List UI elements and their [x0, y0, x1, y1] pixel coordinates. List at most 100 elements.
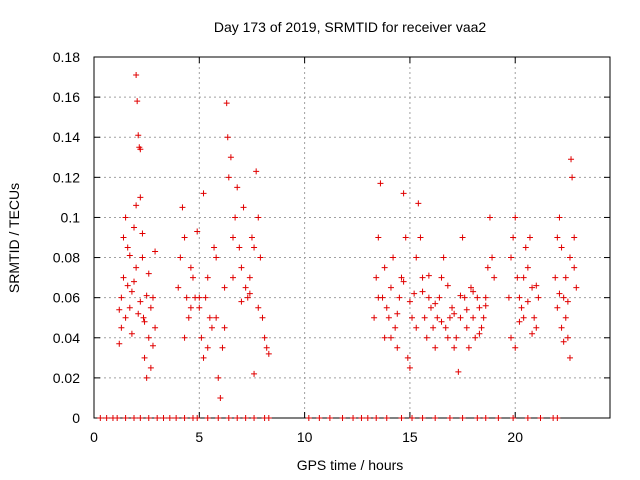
data-point — [133, 202, 140, 209]
data-point — [461, 294, 468, 301]
data-point — [400, 278, 407, 285]
data-point — [179, 204, 186, 211]
data-point — [516, 294, 523, 301]
data-point — [137, 298, 144, 305]
data-point — [177, 254, 184, 261]
data-point — [495, 415, 502, 421]
data-point — [438, 274, 445, 281]
data-point — [139, 254, 146, 261]
data-point — [173, 415, 180, 421]
data-point — [423, 334, 430, 341]
y-tick-label: 0.12 — [53, 169, 80, 185]
data-point — [120, 274, 127, 281]
data-point — [434, 314, 441, 321]
data-point — [529, 284, 536, 291]
data-point — [206, 314, 213, 321]
data-point — [147, 364, 154, 371]
data-point — [482, 294, 489, 301]
data-point — [242, 284, 249, 291]
data-point — [413, 324, 420, 331]
data-point — [225, 174, 232, 181]
data-point — [562, 274, 569, 281]
data-point — [181, 415, 188, 421]
data-point — [514, 274, 521, 281]
data-point — [364, 415, 371, 421]
data-point — [413, 254, 420, 261]
data-point — [459, 234, 466, 241]
data-point — [166, 415, 173, 421]
data-point — [116, 306, 123, 313]
data-point — [465, 344, 472, 351]
data-point — [564, 298, 571, 305]
data-point — [453, 334, 460, 341]
data-point — [556, 290, 563, 297]
data-point — [406, 298, 413, 305]
data-point — [152, 248, 159, 255]
y-tick-label: 0.18 — [53, 49, 80, 65]
data-point — [427, 304, 434, 311]
data-point — [259, 314, 266, 321]
data-point — [238, 298, 245, 305]
data-point — [215, 415, 222, 421]
data-point — [417, 234, 424, 241]
data-point — [238, 264, 245, 271]
data-point — [251, 415, 258, 421]
data-point — [524, 298, 531, 305]
data-point — [224, 134, 231, 141]
data-point — [520, 314, 527, 321]
y-tick-label: 0.14 — [53, 129, 80, 145]
data-point — [230, 234, 237, 241]
data-point — [480, 314, 487, 321]
data-point — [143, 374, 150, 381]
data-point — [118, 294, 125, 301]
data-point — [135, 132, 142, 139]
chart-title: Day 173 of 2019, SRMTID for receiver vaa… — [214, 19, 487, 35]
y-tick-label: 0.04 — [53, 330, 80, 346]
data-point — [554, 415, 561, 421]
data-point — [118, 324, 125, 331]
data-point — [404, 354, 411, 361]
data-point — [387, 334, 394, 341]
data-point — [381, 264, 388, 271]
data-point — [470, 314, 477, 321]
data-point — [482, 302, 489, 309]
data-point — [137, 194, 144, 201]
data-point — [531, 314, 538, 321]
data-point — [419, 415, 426, 421]
data-point — [124, 282, 131, 289]
data-point — [440, 254, 447, 261]
data-point — [97, 415, 104, 421]
data-point — [137, 415, 144, 421]
data-point — [457, 314, 464, 321]
data-point — [181, 234, 188, 241]
data-point — [248, 234, 255, 241]
data-point — [185, 314, 192, 321]
data-point — [400, 190, 407, 197]
data-point — [141, 354, 148, 361]
data-point — [554, 304, 561, 311]
data-point — [204, 344, 211, 351]
data-point — [569, 174, 576, 181]
data-point — [552, 274, 559, 281]
data-point — [196, 304, 203, 311]
data-point — [339, 415, 346, 421]
data-point — [524, 264, 531, 271]
data-point — [425, 272, 432, 279]
data-point — [375, 234, 382, 241]
data-point — [265, 350, 272, 357]
x-tick-label: 20 — [507, 429, 523, 445]
data-point — [175, 284, 182, 291]
data-point — [409, 415, 416, 421]
data-point — [141, 318, 148, 325]
data-point — [122, 415, 129, 421]
data-point — [373, 274, 380, 281]
data-point — [371, 314, 378, 321]
data-point — [529, 330, 536, 337]
data-point — [149, 342, 156, 349]
data-point — [149, 294, 156, 301]
data-point — [566, 354, 573, 361]
data-point — [232, 214, 239, 221]
data-point — [181, 334, 188, 341]
data-point — [227, 154, 234, 161]
